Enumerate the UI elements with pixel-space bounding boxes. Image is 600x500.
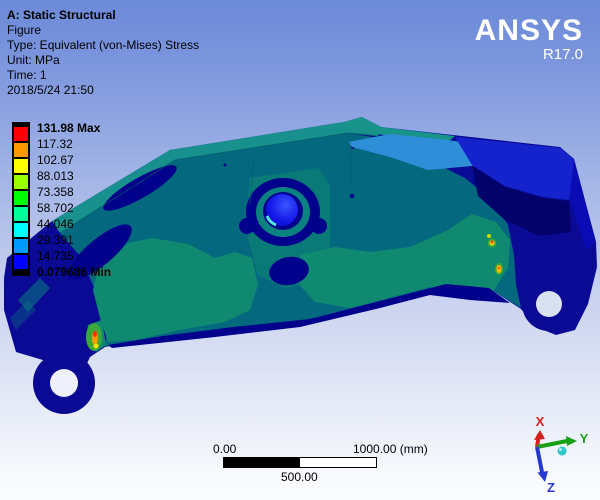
legend-value: 73.358 (37, 185, 74, 199)
scale-ruler: 0.00 1000.00 (mm) 500.00 (211, 442, 451, 484)
legend-labels: 131.98 Max 117.32 102.67 88.013 73.358 5… (37, 120, 111, 280)
ansys-logo-text: ANSYS (474, 14, 583, 47)
result-unit: Unit: MPa (7, 53, 60, 67)
legend-color-bar[interactable] (12, 122, 30, 276)
boss-hole (266, 194, 298, 226)
scale-mid-label: 500.00 (281, 470, 318, 484)
high-stress-hotspot-left (86, 323, 102, 351)
scale-end-label: 1000.00 (mm) (353, 442, 428, 456)
legend-value-max: 131.98 Max (37, 121, 101, 135)
orientation-triad[interactable]: X Y Z (505, 412, 595, 497)
scale-half-white (300, 458, 376, 467)
legend-bottom-cap (12, 271, 30, 276)
legend-value: 117.32 (37, 137, 73, 151)
svg-text:Z: Z (547, 480, 555, 495)
scale-start-label: 0.00 (213, 442, 237, 456)
bright-blue-top-face (455, 137, 574, 200)
triad-y-axis[interactable]: Y (536, 431, 589, 449)
scale-half-black (224, 458, 300, 467)
scale-track (223, 457, 377, 468)
svg-text:Y: Y (580, 431, 589, 446)
legend-value: 58.702 (37, 201, 74, 215)
high-stress-hotspots-right (487, 234, 503, 275)
ansys-logo: ANSYS R17.0 (474, 14, 583, 64)
result-time: Time: 1 (7, 68, 47, 82)
figure-label: Figure (7, 23, 42, 37)
legend-value: 102.67 (37, 153, 74, 167)
low-stress-region (68, 145, 510, 348)
svg-text:X: X (536, 414, 545, 429)
ansys-version: R17.0 (542, 46, 583, 63)
legend-value: 29.391 (37, 233, 74, 247)
result-type: Type: Equivalent (von-Mises) Stress (7, 38, 200, 52)
legend-value: 88.013 (37, 169, 74, 183)
legend-top-cap (12, 122, 30, 127)
left-lug-hole (50, 369, 78, 397)
top-right-faces (344, 117, 574, 236)
legend-value: 44.046 (37, 217, 74, 231)
center-boss (239, 178, 327, 246)
triad-origin-ball (557, 446, 567, 456)
result-date: 2018/5/24 21:50 (7, 83, 94, 97)
triad-x-axis[interactable]: X (534, 414, 545, 448)
legend-value-min: 0.079686 Min (37, 265, 112, 279)
analysis-title: A: Static Structural (7, 8, 116, 22)
right-lug-hole (536, 291, 562, 317)
ridge-lines (59, 132, 379, 234)
legend-bands (12, 127, 30, 271)
legend-value: 14.735 (37, 249, 74, 263)
result-info-block: A: Static Structural Figure Type: Equiva… (7, 8, 199, 98)
left-wing-streaks (10, 278, 50, 330)
mid-stress-region (86, 214, 510, 352)
triad-z-axis[interactable]: Z (535, 446, 555, 495)
